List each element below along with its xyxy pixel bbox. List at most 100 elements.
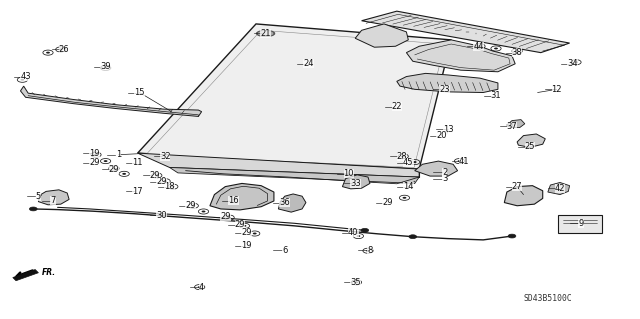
Text: 37: 37	[507, 122, 517, 130]
Polygon shape	[415, 161, 458, 176]
Circle shape	[478, 45, 482, 47]
Text: 25: 25	[525, 142, 535, 151]
Polygon shape	[13, 270, 38, 281]
Text: 32: 32	[160, 152, 170, 161]
Text: 29: 29	[235, 220, 245, 229]
Circle shape	[155, 174, 159, 176]
Polygon shape	[397, 73, 498, 93]
Circle shape	[198, 286, 202, 288]
Text: 31: 31	[491, 91, 501, 100]
Text: 5: 5	[36, 192, 41, 201]
Text: 24: 24	[303, 59, 314, 68]
Ellipse shape	[257, 31, 275, 36]
Circle shape	[20, 79, 24, 81]
Text: 44: 44	[474, 42, 484, 51]
Text: 38: 38	[512, 48, 522, 57]
Ellipse shape	[259, 32, 273, 35]
Text: 20: 20	[436, 131, 447, 140]
Polygon shape	[548, 182, 570, 195]
Text: 3: 3	[442, 174, 447, 183]
Polygon shape	[146, 30, 445, 167]
Circle shape	[355, 281, 358, 283]
Polygon shape	[278, 194, 306, 212]
Circle shape	[403, 197, 406, 199]
Circle shape	[202, 211, 205, 212]
Text: 15: 15	[134, 88, 145, 97]
Text: 22: 22	[392, 102, 402, 111]
Text: 39: 39	[100, 63, 111, 71]
Polygon shape	[504, 186, 543, 206]
Circle shape	[574, 61, 578, 63]
Text: 23: 23	[440, 85, 450, 94]
Text: 29: 29	[186, 201, 196, 210]
Text: 41: 41	[459, 157, 469, 166]
Text: 14: 14	[403, 182, 413, 191]
Circle shape	[366, 250, 370, 252]
Circle shape	[361, 228, 369, 232]
Text: 45: 45	[403, 158, 413, 167]
Circle shape	[59, 48, 63, 50]
Polygon shape	[170, 167, 419, 183]
Polygon shape	[362, 11, 570, 53]
Circle shape	[227, 217, 231, 219]
Text: 26: 26	[59, 45, 69, 54]
Text: 9: 9	[579, 219, 584, 228]
Polygon shape	[138, 24, 451, 169]
Circle shape	[356, 235, 360, 237]
Text: 29: 29	[220, 212, 230, 221]
Circle shape	[413, 161, 417, 163]
Circle shape	[171, 186, 175, 188]
Text: 19: 19	[241, 241, 252, 250]
Text: 34: 34	[568, 59, 578, 68]
Circle shape	[243, 225, 246, 227]
Text: 42: 42	[555, 184, 565, 193]
Text: 29: 29	[241, 228, 252, 237]
Text: 29: 29	[109, 165, 119, 174]
FancyBboxPatch shape	[558, 215, 602, 233]
Text: 1: 1	[116, 150, 121, 159]
Circle shape	[112, 167, 116, 169]
Circle shape	[458, 160, 461, 162]
Circle shape	[409, 235, 417, 239]
Text: 29: 29	[150, 171, 160, 180]
Polygon shape	[210, 183, 274, 210]
Text: 29: 29	[156, 177, 166, 186]
Circle shape	[29, 207, 37, 211]
Text: 29: 29	[90, 158, 100, 167]
Text: 8: 8	[367, 246, 372, 255]
Circle shape	[104, 160, 108, 162]
Text: 30: 30	[156, 211, 166, 220]
Text: 35: 35	[350, 278, 360, 287]
Polygon shape	[355, 24, 408, 47]
Text: 27: 27	[512, 182, 522, 191]
Text: 29: 29	[382, 198, 392, 207]
Text: 19: 19	[90, 149, 100, 158]
Polygon shape	[406, 40, 515, 72]
Circle shape	[104, 67, 108, 69]
Polygon shape	[517, 134, 545, 147]
Text: 12: 12	[552, 85, 562, 94]
Circle shape	[191, 205, 195, 207]
Circle shape	[163, 180, 167, 182]
Text: 28: 28	[397, 152, 407, 161]
Polygon shape	[20, 86, 202, 116]
Text: 40: 40	[348, 228, 358, 237]
Polygon shape	[342, 175, 370, 189]
Text: 43: 43	[20, 72, 31, 81]
Circle shape	[46, 52, 50, 54]
Text: 7: 7	[51, 197, 56, 205]
Text: 4: 4	[199, 283, 204, 292]
Circle shape	[515, 50, 519, 52]
Circle shape	[122, 173, 126, 175]
Text: 17: 17	[132, 187, 143, 196]
Text: 18: 18	[164, 182, 175, 191]
Text: 6: 6	[282, 246, 287, 255]
Circle shape	[253, 233, 257, 234]
Text: SD43B5100C: SD43B5100C	[524, 294, 572, 303]
Text: FR.: FR.	[42, 268, 56, 277]
Text: 16: 16	[228, 197, 239, 205]
Text: 33: 33	[350, 179, 360, 188]
Circle shape	[94, 154, 98, 156]
Text: 2: 2	[442, 168, 447, 177]
Polygon shape	[38, 190, 69, 205]
